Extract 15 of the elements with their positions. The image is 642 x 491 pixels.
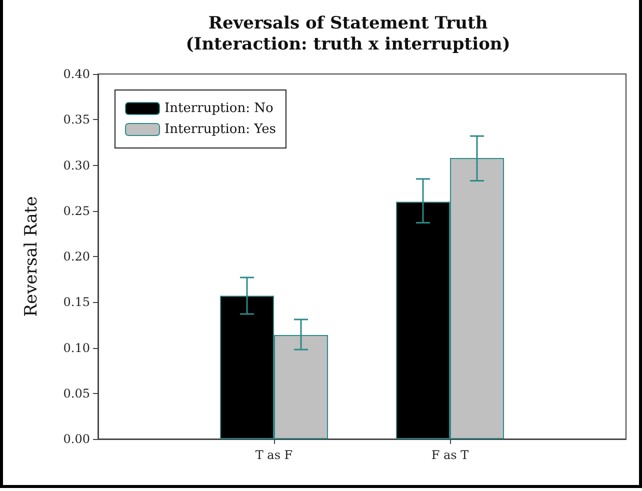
y-tick-label: 0.35 — [63, 112, 90, 127]
x-tick-label: T as F — [255, 448, 293, 462]
chart-title: Reversals of Statement Truth (Interaction: truth x interruption) — [186, 14, 510, 54]
y-axis-title: Reversal Rate — [22, 196, 42, 317]
y-tick-label: 0.10 — [63, 340, 90, 355]
legend-label: Interruption: Yes — [164, 122, 276, 137]
y-tick-label: 0.30 — [63, 158, 90, 172]
x-tick-label: F as T — [431, 448, 469, 462]
y-tick-label: 0.40 — [63, 67, 90, 81]
y-tick-label: 0.15 — [63, 295, 90, 310]
legend-label: Interruption: No — [164, 101, 274, 116]
y-tick-label: 0.05 — [63, 386, 90, 400]
y-tick-label: 0.25 — [63, 204, 90, 218]
y-tick-label: 0.00 — [63, 432, 90, 446]
y-tick-label: 0.20 — [63, 250, 90, 264]
